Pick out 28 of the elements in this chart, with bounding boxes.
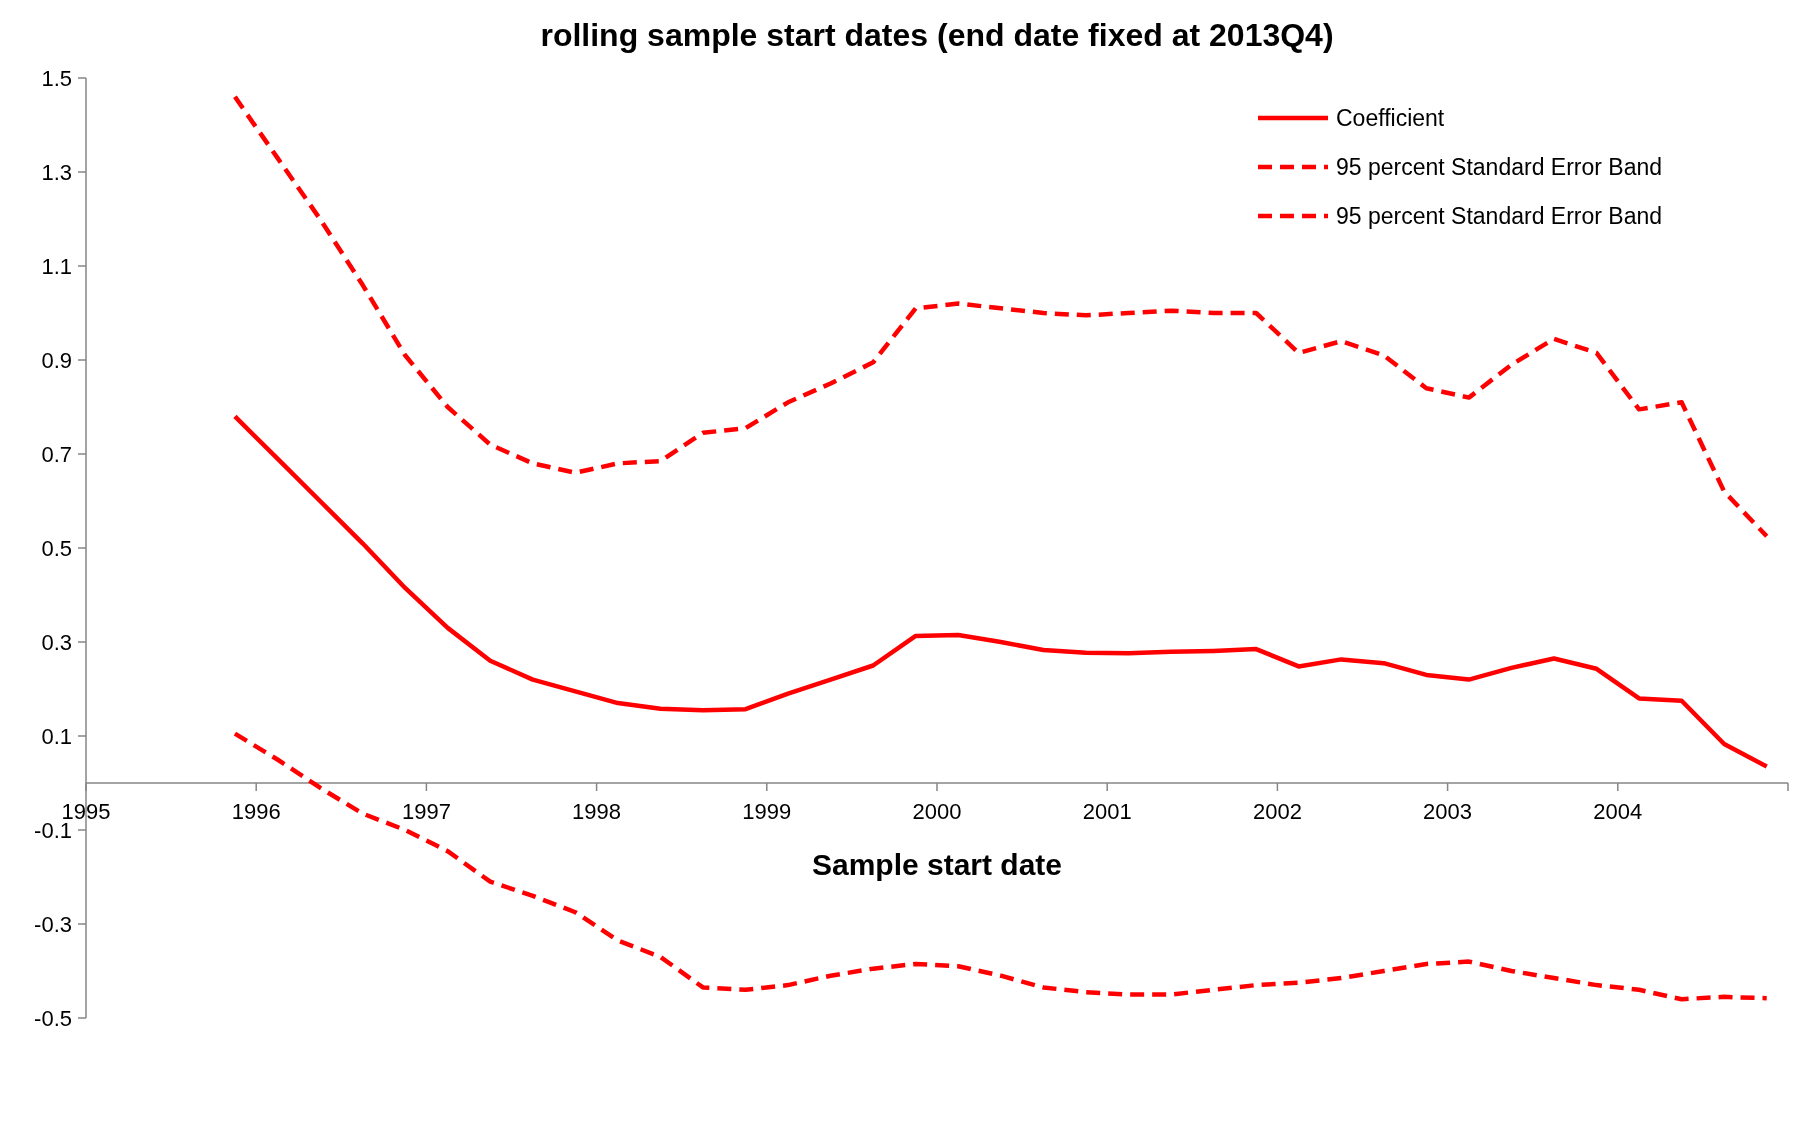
y-tick-label: 1.3	[41, 159, 72, 185]
x-tick-label: 1996	[231, 799, 281, 824]
line-series	[232, 94, 1769, 539]
y-tick-label: -0.3	[34, 911, 72, 937]
x-axis-title: Sample start date	[811, 848, 1063, 881]
x-tick-label: 1997	[401, 799, 451, 824]
x-tick-label: 2004	[1593, 799, 1643, 824]
x-tick-label: 2001	[1082, 799, 1132, 824]
x-tick-label: 2002	[1252, 799, 1302, 824]
x-tick-label: 1999	[742, 799, 792, 824]
line-series	[232, 731, 1769, 1002]
x-tick-label: 2000	[912, 799, 962, 824]
legend-label: Coefficient	[1336, 105, 1445, 132]
y-tick-label: 1.5	[41, 65, 72, 91]
y-tick-label: -0.5	[34, 1005, 72, 1031]
y-tick-label: 0.1	[41, 723, 72, 749]
line-series	[232, 414, 1769, 769]
y-tick-label: 0.7	[41, 441, 72, 467]
legend-label: 95 percent Standard Error Band	[1336, 154, 1663, 181]
y-tick-label: 0.3	[41, 629, 72, 655]
chart-title: rolling sample start dates (end date fixed at 2013Q4)	[540, 17, 1334, 53]
y-tick-label: 0.5	[41, 535, 72, 561]
y-tick-label: 0.9	[41, 347, 72, 373]
x-tick-label: 1995	[61, 799, 111, 824]
x-tick-label: 1998	[572, 799, 622, 824]
y-tick-label: 1.1	[41, 253, 72, 279]
x-tick-label: 2003	[1423, 799, 1473, 824]
legend-label: 95 percent Standard Error Band	[1336, 203, 1663, 230]
